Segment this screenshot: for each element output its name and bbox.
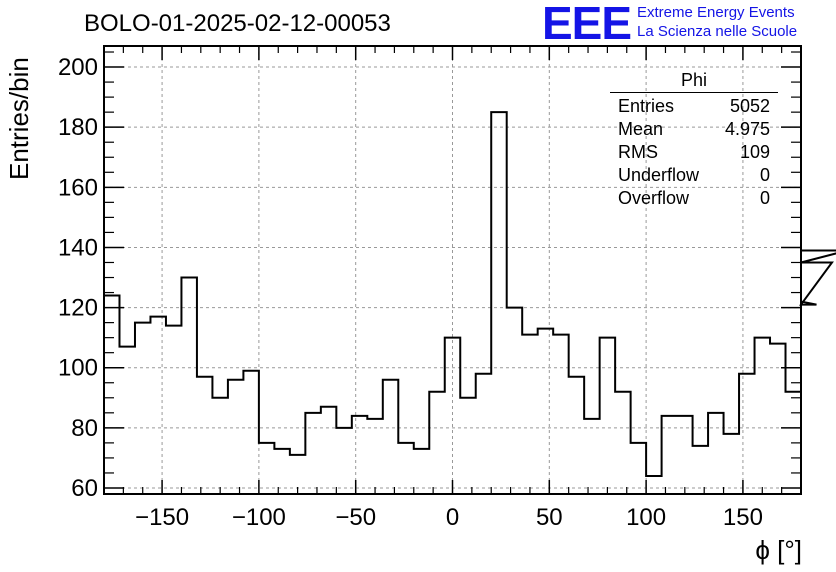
x-tick-label: 150	[723, 504, 763, 531]
y-tick-label: 160	[58, 174, 98, 201]
stats-label: Entries	[618, 96, 675, 116]
stats-value: 5052	[729, 96, 770, 116]
y-tick-label: 140	[58, 234, 98, 261]
stats-row-overflow: Overflow 0	[610, 187, 778, 210]
y-tick-label: 200	[58, 54, 98, 81]
x-tick-label: 0	[446, 504, 459, 531]
stats-row-entries: Entries 5052	[610, 95, 778, 118]
stats-label: Underflow	[618, 165, 700, 185]
stats-value: 4.975	[724, 119, 770, 139]
x-axis-label: ϕ [°]	[755, 535, 802, 565]
stats-value: 0	[759, 188, 770, 208]
stats-box: Phi Entries 5052 Mean 4.975 RMS 109 Underfl…	[610, 70, 778, 210]
axis-ticks	[103, 46, 802, 494]
y-axis-label: Entries/bin	[4, 57, 34, 180]
stats-value: 0	[759, 165, 770, 185]
x-tick-label: −50	[335, 504, 376, 531]
chart-title: BOLO-01-2025-02-12-00053	[84, 10, 391, 37]
y-tick-label: 120	[58, 295, 98, 322]
x-tick-label: −100	[232, 504, 286, 531]
plot-frame	[103, 45, 802, 495]
tick-labels: −150 −100 −50 0 50 100 150 60 80 100 120 140 160 180 2…	[58, 54, 763, 531]
stats-label: Overflow	[618, 188, 690, 208]
stats-name: Phi	[610, 70, 778, 93]
logo-caption-line1: Extreme Energy Events	[637, 4, 795, 21]
stats-row-mean: Mean 4.975	[610, 118, 778, 141]
logo-caption: Extreme Energy Events La Scienza nelle S…	[637, 3, 797, 41]
stats-label: Mean	[618, 119, 664, 139]
x-tick-label: 100	[626, 504, 666, 531]
stats-row-rms: RMS 109	[610, 141, 778, 164]
logo-caption-line2: La Scienza nelle Scuole	[637, 23, 798, 40]
eee-logo: EEE	[542, 0, 632, 49]
stats-row-underflow: Underflow 0	[610, 164, 778, 187]
y-tick-label: 180	[58, 114, 98, 141]
y-tick-label: 100	[58, 355, 98, 382]
x-tick-label: 50	[536, 504, 563, 531]
x-tick-label: −150	[135, 504, 189, 531]
grid-lines	[104, 46, 801, 494]
stats-label: RMS	[618, 142, 658, 162]
y-tick-label: 80	[71, 415, 98, 442]
histogram-line	[104, 46, 836, 477]
y-tick-label: 60	[71, 475, 98, 502]
stats-value: 109	[739, 142, 770, 162]
